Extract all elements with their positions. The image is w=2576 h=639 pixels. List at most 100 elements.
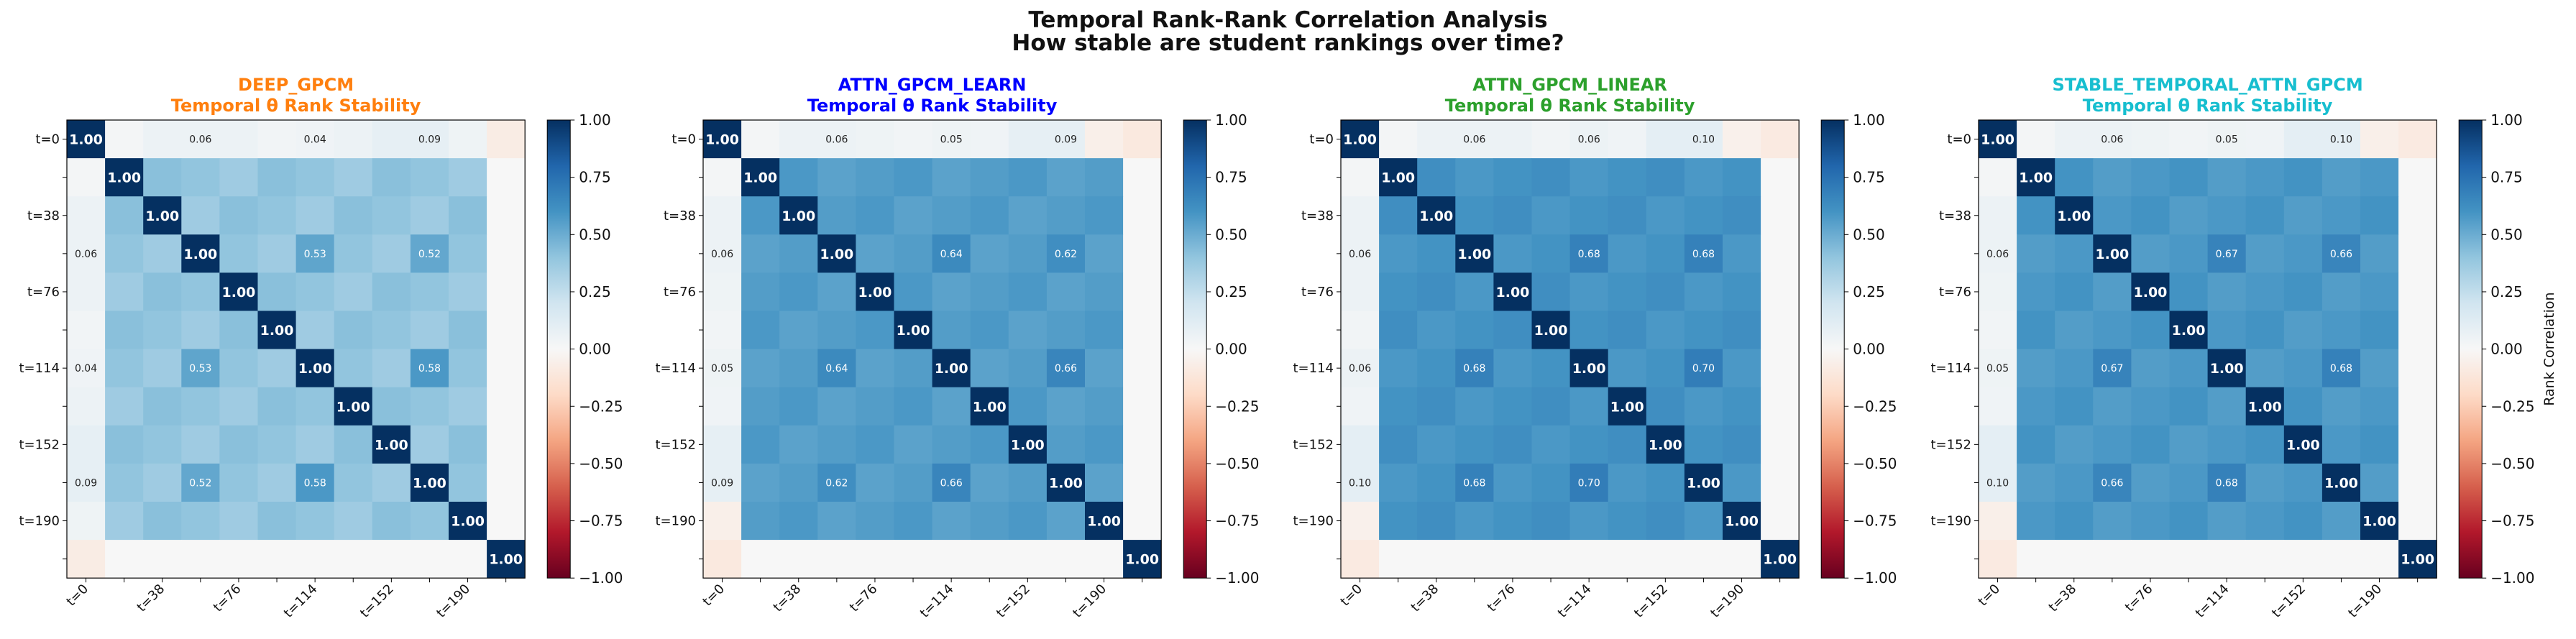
heatmap-cell — [1684, 311, 1723, 349]
diagonal-label: 1.00 — [298, 361, 332, 377]
heatmap-cell — [1531, 425, 1570, 464]
heatmap-cell — [1046, 387, 1086, 426]
diagonal-label: 1.00 — [1687, 475, 1720, 491]
heatmap-cell — [1123, 158, 1162, 197]
heatmap-cell — [1569, 158, 1609, 197]
heatmap-cell — [2131, 502, 2170, 541]
heatmap-cell — [2321, 120, 2361, 159]
heatmap-cell — [2398, 349, 2437, 388]
heatmap-cell — [1684, 425, 1723, 464]
heatmap-cell — [856, 502, 894, 541]
heatmap-cell — [894, 311, 932, 349]
heatmap-cell — [1085, 311, 1124, 349]
cell-annotation: 0.09 — [75, 477, 97, 489]
panel-subtitle: Temporal θ Rank Stability — [1445, 96, 1695, 116]
heatmap-cell — [970, 463, 1009, 502]
heatmap-cell — [1608, 540, 1647, 579]
heatmap-cell — [2055, 234, 2094, 273]
diagonal-label: 1.00 — [2019, 170, 2053, 186]
heatmap-cell — [1493, 425, 1532, 464]
heatmap-cell — [1123, 463, 1162, 502]
heatmap-cell — [1608, 387, 1647, 426]
heatmap-cell — [2093, 540, 2132, 579]
heatmap-cell — [1723, 120, 1761, 159]
diagonal-label: 1.00 — [1534, 323, 1568, 339]
heatmap-cell — [2245, 196, 2285, 235]
heatmap-cell — [2169, 349, 2208, 388]
heatmap-cell — [1979, 349, 2017, 388]
cell-annotation: 0.64 — [825, 363, 848, 374]
heatmap-cell — [2321, 502, 2361, 541]
heatmap-cell — [2321, 425, 2361, 464]
y-tick-label: t=38 — [1939, 208, 1971, 224]
diagonal-label: 1.00 — [2248, 399, 2282, 415]
colorbar-tick-label: −0.75 — [1215, 512, 1259, 530]
heatmap-cell — [1761, 425, 1800, 464]
heatmap-cell — [2131, 120, 2170, 159]
heatmap-cell — [295, 272, 335, 311]
heatmap-cell — [295, 349, 335, 388]
heatmap-cell — [2360, 540, 2399, 579]
heatmap-cell — [1046, 311, 1086, 349]
heatmap-cell — [817, 272, 856, 311]
heatmap-cell — [2398, 196, 2437, 235]
heatmap-cell — [2398, 540, 2437, 579]
heatmap-cell — [105, 158, 144, 197]
x-tick-label: t=114 — [917, 581, 957, 621]
diagonal-label: 1.00 — [1343, 132, 1377, 148]
heatmap-cell — [2131, 349, 2170, 388]
heatmap-cell — [1569, 234, 1609, 273]
heatmap-cell — [143, 425, 182, 464]
heatmap-cell — [1493, 158, 1532, 197]
heatmap-cell — [1646, 311, 1685, 349]
heatmap-cell — [1455, 502, 1494, 541]
cell-annotation: 0.05 — [1986, 363, 2009, 374]
heatmap-cell — [410, 387, 449, 426]
heatmap-cell — [2360, 196, 2399, 235]
colorbar-tick-label: −0.25 — [1853, 397, 1897, 415]
heatmap-cell — [257, 272, 296, 311]
cell-annotation: 0.68 — [1578, 249, 1600, 260]
cell-annotation: 0.52 — [189, 477, 211, 489]
heatmap-cell — [295, 502, 335, 541]
heatmap-cell — [1646, 425, 1685, 464]
x-tick-label: t=152 — [2269, 581, 2309, 621]
heatmap-cell — [1646, 120, 1685, 159]
heatmap-cell — [410, 311, 449, 349]
heatmap-cell — [1046, 158, 1086, 197]
heatmap-cell — [817, 158, 856, 197]
colorbar-tick-label: 0.25 — [1215, 283, 1247, 300]
heatmap-cell — [1569, 311, 1609, 349]
heatmap-cell — [257, 158, 296, 197]
heatmap-cell — [2283, 272, 2323, 311]
heatmap-cell — [779, 349, 818, 388]
heatmap-cell — [1008, 502, 1048, 541]
heatmap-cell — [1379, 311, 1418, 349]
heatmap-cell — [2283, 158, 2323, 197]
heatmap-cell — [2207, 196, 2247, 235]
heatmap-cell — [1008, 120, 1048, 159]
heatmap-cell — [1379, 234, 1418, 273]
heatmap-cell — [856, 234, 894, 273]
y-tick-label: t=152 — [656, 437, 697, 452]
colorbar — [1183, 119, 1207, 579]
colorbar-tick-label: 0.75 — [579, 169, 611, 186]
heatmap-cell — [295, 158, 335, 197]
panel-subtitle: Temporal θ Rank Stability — [807, 96, 1058, 116]
heatmap-cell — [1379, 502, 1418, 541]
diagonal-label: 1.00 — [1981, 132, 2014, 148]
heatmap-cell — [741, 196, 780, 235]
heatmap-cell — [2398, 311, 2437, 349]
heatmap-cell — [703, 463, 742, 502]
heatmap-cell — [67, 540, 106, 579]
heatmap-cell — [410, 425, 449, 464]
heatmap-cell — [410, 120, 449, 159]
heatmap-cell — [1608, 158, 1647, 197]
cell-annotation: 0.67 — [2216, 249, 2238, 260]
heatmap-cell — [1379, 120, 1418, 159]
heatmap-cell — [1761, 311, 1800, 349]
heatmap-cell — [932, 158, 971, 197]
heatmap-cell — [2321, 196, 2361, 235]
cell-annotation: 0.53 — [189, 363, 211, 374]
heatmap-cell — [856, 387, 894, 426]
